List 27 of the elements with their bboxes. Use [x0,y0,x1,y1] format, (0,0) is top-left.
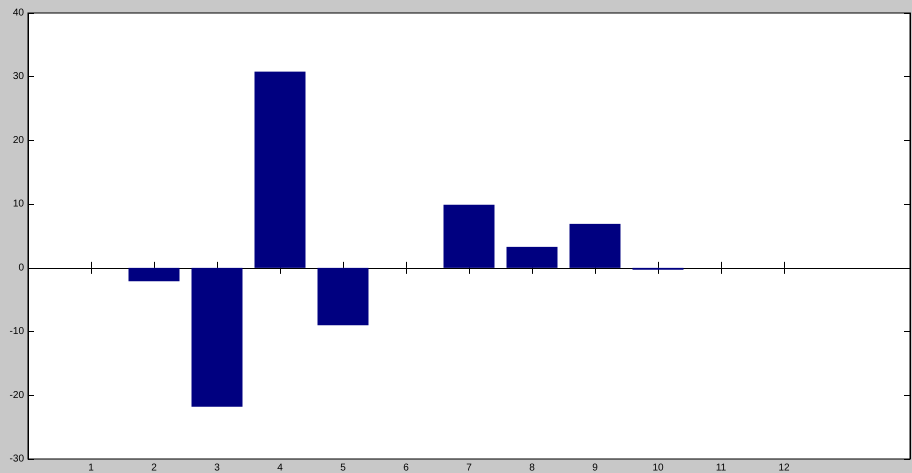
y-tick-label: -30 [10,454,24,464]
bar [444,204,494,268]
y-tick-label: 10 [12,198,24,210]
x-tick-label: 3 [214,462,220,473]
y-tick-label: 0 [18,262,24,274]
x-tick-label: 1 [88,462,94,473]
bar [570,224,620,268]
x-tick-label: 6 [403,462,410,473]
y-tick-label: 40 [12,8,24,18]
x-tick-label: 11 [716,462,727,473]
x-tick-label: 8 [529,462,536,473]
y-tick-label: 30 [12,71,24,82]
x-tick-label: 7 [466,462,472,473]
bar [318,268,368,326]
bar [506,246,558,268]
x-tick-label: 10 [652,462,664,473]
x-tick-label: 4 [277,462,284,473]
x-tick-label: 5 [340,462,346,473]
x-tick-label: 12 [778,462,790,473]
bar [128,268,180,282]
bar [254,72,306,268]
y-tick-label: -20 [10,390,24,401]
x-tick-label: 2 [151,462,158,473]
y-tick-label: -10 [10,326,24,338]
y-tick-label: 20 [12,134,24,146]
bar [192,268,242,407]
x-tick-label: 9 [592,462,598,473]
